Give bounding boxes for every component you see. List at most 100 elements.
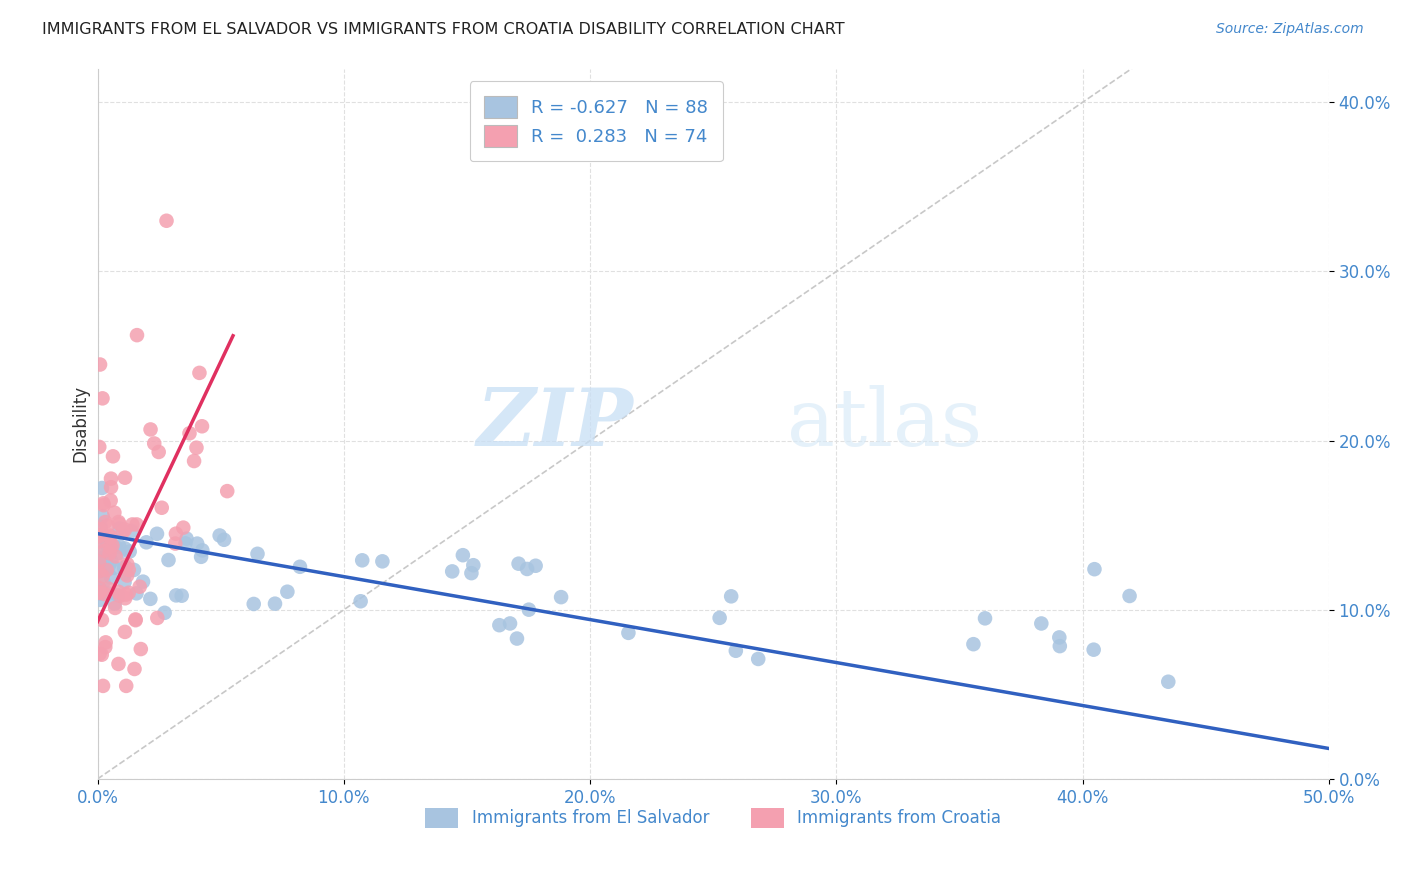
Point <box>246 547 269 561</box>
Point <box>208 528 231 542</box>
Point <box>94 515 117 529</box>
Point <box>89 647 111 661</box>
Point <box>191 543 214 558</box>
Point <box>89 530 111 544</box>
Point <box>441 565 464 579</box>
Point <box>176 532 198 546</box>
Point <box>724 644 747 658</box>
Point <box>114 566 136 581</box>
Point <box>97 586 120 600</box>
Point <box>93 498 115 512</box>
Point <box>1047 631 1070 645</box>
Point <box>186 536 208 550</box>
Point <box>242 597 264 611</box>
Point <box>96 563 118 577</box>
Point <box>107 657 129 671</box>
Point <box>90 554 112 568</box>
Point <box>97 559 120 574</box>
Point <box>1083 562 1105 576</box>
Text: atlas: atlas <box>787 384 983 463</box>
Point <box>87 529 110 543</box>
Point <box>165 526 187 541</box>
Point <box>115 588 138 602</box>
Point <box>617 625 640 640</box>
Point <box>104 597 127 611</box>
Point <box>139 591 162 606</box>
Point <box>100 480 122 494</box>
Point <box>179 426 201 441</box>
Point <box>121 524 143 538</box>
Point <box>143 436 166 450</box>
Point <box>124 612 146 626</box>
Point <box>98 546 121 560</box>
Point <box>118 585 141 599</box>
Point <box>264 597 287 611</box>
Point <box>91 509 114 524</box>
Point <box>1083 642 1105 657</box>
Point <box>463 558 485 573</box>
Point <box>108 546 131 560</box>
Point <box>103 506 125 520</box>
Point <box>108 517 131 532</box>
Point <box>91 392 114 406</box>
Point <box>128 580 150 594</box>
Legend: Immigrants from El Salvador, Immigrants from Croatia: Immigrants from El Salvador, Immigrants … <box>418 801 1008 835</box>
Point <box>747 652 769 666</box>
Point <box>720 590 742 604</box>
Point <box>349 594 371 608</box>
Point <box>174 536 197 550</box>
Point <box>125 328 148 343</box>
Point <box>212 533 235 547</box>
Point <box>93 550 115 565</box>
Point <box>90 648 112 662</box>
Point <box>107 584 129 599</box>
Point <box>165 588 187 602</box>
Point <box>524 558 547 573</box>
Point <box>91 481 114 495</box>
Point <box>114 591 136 606</box>
Point <box>132 574 155 589</box>
Point <box>87 528 110 542</box>
Point <box>104 601 127 615</box>
Point <box>98 530 121 544</box>
Point <box>94 635 117 649</box>
Point <box>87 565 110 579</box>
Point <box>186 441 208 455</box>
Point <box>451 548 474 562</box>
Point <box>91 679 114 693</box>
Point <box>91 556 114 570</box>
Point <box>87 534 110 549</box>
Point <box>121 517 143 532</box>
Point <box>506 632 529 646</box>
Point <box>104 549 127 564</box>
Point <box>98 540 121 554</box>
Point <box>118 563 141 577</box>
Point <box>107 515 129 529</box>
Point <box>93 575 115 590</box>
Point <box>114 523 136 537</box>
Point <box>124 613 146 627</box>
Point <box>165 536 187 550</box>
Point <box>170 589 193 603</box>
Point <box>93 587 115 601</box>
Point <box>114 471 136 485</box>
Point <box>146 526 169 541</box>
Point <box>135 535 157 549</box>
Point <box>125 517 148 532</box>
Point <box>98 528 121 542</box>
Point <box>101 539 124 553</box>
Point <box>97 538 120 552</box>
Point <box>103 561 125 575</box>
Point <box>100 472 122 486</box>
Point <box>150 500 173 515</box>
Point <box>97 582 120 596</box>
Point <box>129 642 152 657</box>
Point <box>89 564 111 578</box>
Point <box>94 640 117 654</box>
Point <box>87 555 110 569</box>
Point <box>87 581 110 595</box>
Point <box>352 553 374 567</box>
Point <box>155 213 177 227</box>
Point <box>115 679 138 693</box>
Point <box>125 586 148 600</box>
